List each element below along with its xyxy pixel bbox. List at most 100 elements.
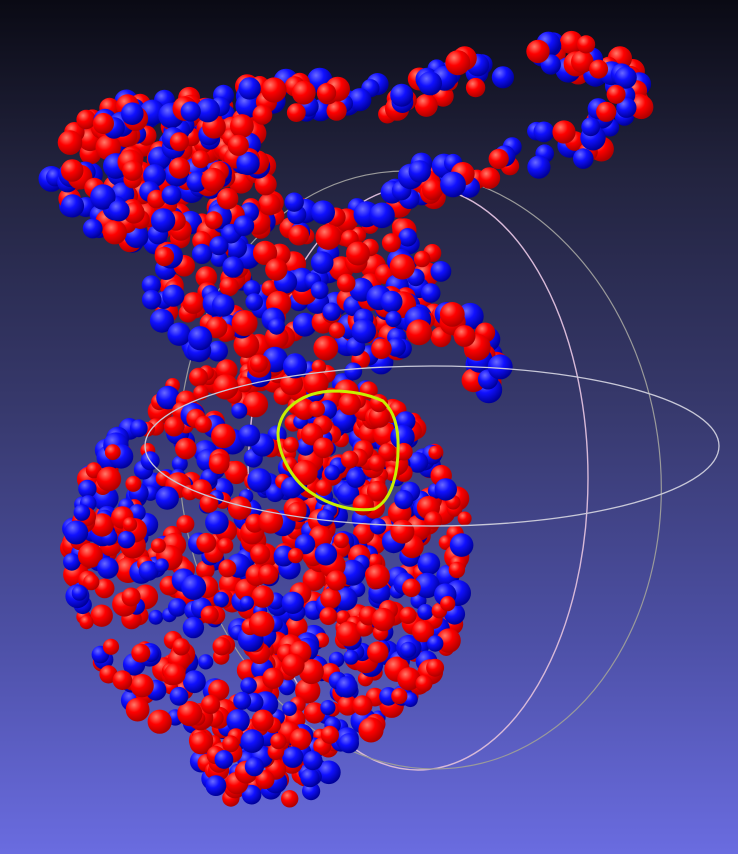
point-red <box>336 273 356 293</box>
point-blue <box>180 101 201 122</box>
point-blue <box>60 194 85 218</box>
point-blue <box>281 591 304 614</box>
point-red <box>213 374 239 400</box>
point-red <box>448 561 466 579</box>
point-red <box>292 460 318 486</box>
point-blue <box>171 455 188 472</box>
point-red <box>281 790 299 808</box>
point-red <box>236 376 252 393</box>
point-blue <box>195 98 220 123</box>
point-red <box>288 224 310 246</box>
point-red <box>104 444 121 461</box>
point-blue <box>380 290 403 313</box>
point-blue <box>233 215 255 236</box>
point-blue <box>400 641 417 658</box>
point-red <box>589 59 609 79</box>
point-blue <box>314 543 338 566</box>
point-blue <box>121 102 144 125</box>
point-red <box>251 709 274 732</box>
point-blue <box>191 243 213 264</box>
point-blue <box>348 88 372 112</box>
point-red <box>233 332 260 358</box>
point-red <box>250 543 271 565</box>
point-blue <box>268 317 285 335</box>
point-red <box>79 615 94 630</box>
point-red <box>289 728 312 751</box>
point-red <box>453 325 476 347</box>
point-red <box>335 610 351 625</box>
point-red <box>368 406 391 428</box>
point-blue <box>108 200 130 222</box>
point-red <box>291 80 316 105</box>
point-red <box>177 701 203 727</box>
point-blue <box>316 509 334 527</box>
point-red <box>212 637 231 656</box>
point-blue <box>322 302 341 321</box>
point-red <box>219 276 239 297</box>
point-red <box>172 638 190 656</box>
point-blue <box>169 686 189 706</box>
point-red <box>255 770 275 790</box>
point-red <box>125 475 142 492</box>
point-blue <box>346 468 366 488</box>
point-red <box>333 532 349 549</box>
point-cloud <box>38 30 654 808</box>
point-blue <box>117 530 136 549</box>
point-blue <box>154 558 169 573</box>
point-red <box>353 522 375 545</box>
point-red <box>315 224 342 250</box>
point-red <box>201 694 221 715</box>
point-blue <box>205 510 229 535</box>
point-red <box>258 192 281 216</box>
point-blue <box>211 294 235 317</box>
point-red <box>218 559 237 578</box>
point-red <box>216 187 239 210</box>
point-blue <box>334 587 358 611</box>
point-blue <box>226 709 250 733</box>
point-red <box>231 310 258 337</box>
point-red <box>338 392 361 416</box>
point-blue <box>418 71 442 96</box>
selection-lasso[interactable] <box>276 389 400 512</box>
point-red <box>478 167 501 189</box>
point-blue <box>282 746 304 768</box>
point-red <box>303 702 326 724</box>
point-red <box>283 436 299 453</box>
point-red <box>222 735 240 753</box>
point-red <box>242 391 269 418</box>
point-red <box>293 398 316 421</box>
point-blue <box>408 160 431 183</box>
point-red <box>629 94 654 120</box>
point-blue <box>336 482 360 505</box>
point-red <box>559 30 584 55</box>
point-blue <box>292 312 317 337</box>
point-red <box>402 578 421 598</box>
point-red <box>381 233 401 253</box>
point-red <box>352 695 373 716</box>
point-red <box>414 93 438 117</box>
point-blue <box>390 83 414 107</box>
point-red <box>164 663 186 685</box>
point-red <box>366 480 388 502</box>
point-red <box>421 178 444 201</box>
point-blue <box>161 185 182 206</box>
point-red <box>286 103 306 122</box>
point-blue <box>238 424 261 447</box>
point-blue <box>155 486 179 510</box>
point-blue <box>149 308 174 333</box>
point-blue <box>238 77 261 100</box>
point-red <box>230 114 254 138</box>
point-blue <box>241 784 262 805</box>
point-red <box>606 84 626 104</box>
point-red <box>596 101 617 122</box>
point-blue <box>369 518 387 535</box>
point-blue <box>440 171 466 198</box>
point-red <box>406 319 432 346</box>
point-blue <box>188 326 213 351</box>
point-blue <box>278 678 296 696</box>
point-red <box>426 658 445 677</box>
point-red <box>227 134 249 156</box>
point-red <box>316 83 337 103</box>
